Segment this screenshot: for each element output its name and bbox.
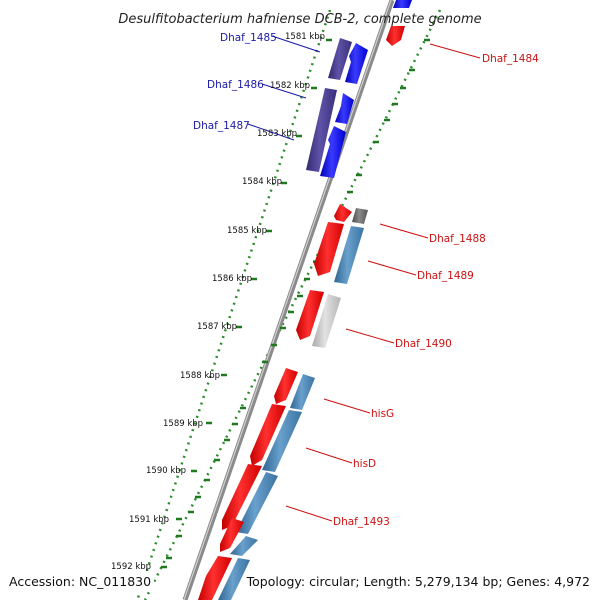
leader-dhaf-1485 — [271, 35, 321, 53]
kbp-label: 1585 kbp — [227, 226, 267, 236]
label-dhaf-1493[interactable]: Dhaf_1493 — [333, 516, 390, 528]
kbp-label: 1586 kbp — [212, 274, 252, 284]
label-dhaf-1489[interactable]: Dhaf_1489 — [417, 270, 474, 282]
leader-dhaf-1484 — [429, 43, 481, 59]
kbp-labels: 1581 kbp 1582 kbp 1583 kbp 1584 kbp 1585… — [111, 32, 325, 572]
kbp-label: 1591 kbp — [129, 515, 169, 525]
kbp-label: 1582 kbp — [270, 81, 310, 91]
label-dhaf-1485[interactable]: Dhaf_1485 — [220, 32, 277, 44]
cog-hisg[interactable] — [290, 374, 315, 410]
gene-lower-red-1[interactable] — [220, 518, 244, 552]
accession-text: Accession: NC_011830 — [9, 574, 151, 589]
ruler-ticks — [161, 38, 332, 569]
cog-dhaf-1485[interactable] — [328, 38, 352, 80]
gene-dhaf-1485[interactable] — [345, 43, 368, 84]
cog-dhaf-1486[interactable] — [306, 88, 337, 172]
gene-top-blue[interactable] — [393, 0, 412, 8]
kbp-label: 1587 kbp — [197, 322, 237, 332]
footer-right-bg — [258, 571, 596, 591]
gene-dhaf-1493-red[interactable] — [222, 464, 262, 530]
gene-dhaf-1489-red[interactable] — [314, 222, 344, 276]
kbp-label: 1589 kbp — [163, 419, 203, 429]
leader-lines — [247, 35, 481, 522]
footer-left-bg — [4, 571, 154, 591]
kbp-label: 1583 kbp — [257, 129, 297, 139]
gene-dhaf-1488[interactable] — [334, 204, 352, 222]
topology-text: Topology: circular; Length: 5,279,134 bp… — [246, 574, 590, 589]
leader-dhaf-1487 — [247, 123, 295, 141]
cog-hisd[interactable] — [262, 410, 302, 472]
label-dhaf-1487[interactable]: Dhaf_1487 — [193, 120, 250, 132]
gene-hisd-red[interactable] — [250, 404, 286, 466]
gene-dhaf-1490-red[interactable] — [296, 290, 324, 340]
kbp-label: 1588 kbp — [180, 371, 220, 381]
kbp-label: 1581 kbp — [285, 32, 325, 42]
leader-dhaf-1493 — [285, 505, 333, 522]
leader-dhaf-1486 — [261, 83, 307, 99]
kbp-label: 1590 kbp — [146, 466, 186, 476]
leader-hisd — [305, 447, 353, 464]
backbone-highlight — [183, 0, 392, 600]
kbp-label: 1592 kbp — [111, 562, 151, 572]
gene-labels: Dhaf_1485 Dhaf_1486 Dhaf_1487 Dhaf_1484 … — [193, 32, 539, 528]
gene-lower-red-2[interactable] — [198, 556, 232, 600]
cog-dhaf-1490[interactable] — [312, 294, 341, 348]
kbp-label: 1584 kbp — [242, 177, 282, 187]
cog-dhaf-1489[interactable] — [334, 226, 364, 284]
gc-outer-track — [143, 9, 442, 600]
label-dhaf-1484[interactable]: Dhaf_1484 — [482, 53, 539, 65]
cog-dhaf-1488[interactable] — [352, 208, 368, 224]
ruler-track — [136, 9, 332, 599]
label-dhaf-1488[interactable]: Dhaf_1488 — [429, 233, 486, 245]
gene-dhaf-1486[interactable] — [335, 93, 354, 124]
leader-dhaf-1490 — [345, 328, 395, 344]
cog-lower-2[interactable] — [218, 558, 250, 600]
leader-dhaf-1489 — [367, 260, 417, 276]
backbone — [182, 0, 395, 600]
gc-ticks — [166, 38, 430, 560]
map-title: Desulfitobacterium hafniense DCB-2, comp… — [118, 12, 481, 27]
label-dhaf-1486[interactable]: Dhaf_1486 — [207, 79, 264, 91]
gene-dhaf-1484[interactable] — [386, 26, 405, 46]
gene-dhaf-1487[interactable] — [320, 126, 346, 178]
label-hisd[interactable]: hisD — [353, 458, 376, 470]
gene-hisg-red[interactable] — [274, 368, 298, 404]
cog-dhaf-1493[interactable] — [236, 472, 278, 534]
features — [198, 0, 412, 600]
leader-dhaf-1488 — [379, 223, 429, 239]
label-hisg[interactable]: hisG — [371, 408, 394, 420]
label-dhaf-1490[interactable]: Dhaf_1490 — [395, 338, 452, 350]
cog-lower-1[interactable] — [230, 536, 258, 556]
leader-hisg — [323, 398, 371, 414]
